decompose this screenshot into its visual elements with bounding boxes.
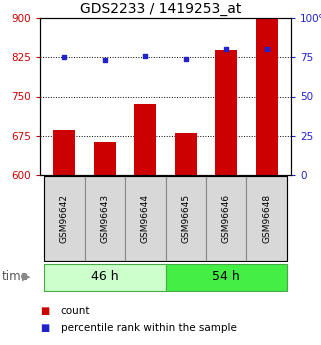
Point <box>264 47 269 52</box>
Point <box>102 58 107 63</box>
Text: ▶: ▶ <box>22 272 30 282</box>
Text: 54 h: 54 h <box>213 270 240 284</box>
Point <box>62 55 67 60</box>
Text: GSM96645: GSM96645 <box>181 194 190 243</box>
Text: percentile rank within the sample: percentile rank within the sample <box>61 323 237 333</box>
Bar <box>215 50 237 175</box>
Text: count: count <box>61 306 91 316</box>
Bar <box>175 133 197 175</box>
Point <box>183 56 188 61</box>
Point <box>143 53 148 58</box>
Bar <box>94 142 116 175</box>
Point <box>224 47 229 52</box>
Bar <box>247 176 287 261</box>
Text: ■: ■ <box>40 306 49 316</box>
Text: GSM96648: GSM96648 <box>262 194 271 243</box>
Text: ■: ■ <box>40 323 49 333</box>
Bar <box>44 176 84 261</box>
Bar <box>125 176 166 261</box>
Bar <box>256 18 278 175</box>
Text: GSM96646: GSM96646 <box>222 194 231 243</box>
Text: 46 h: 46 h <box>91 270 118 284</box>
Text: time: time <box>2 270 29 284</box>
Bar <box>84 176 125 261</box>
Bar <box>206 176 247 261</box>
Bar <box>134 104 156 175</box>
Bar <box>166 176 206 261</box>
Text: GSM96643: GSM96643 <box>100 194 109 243</box>
Text: GSM96642: GSM96642 <box>60 194 69 243</box>
Bar <box>53 130 75 175</box>
Bar <box>44 264 166 290</box>
Text: GSM96644: GSM96644 <box>141 194 150 243</box>
Bar <box>166 264 287 290</box>
Text: GDS2233 / 1419253_at: GDS2233 / 1419253_at <box>80 2 241 16</box>
